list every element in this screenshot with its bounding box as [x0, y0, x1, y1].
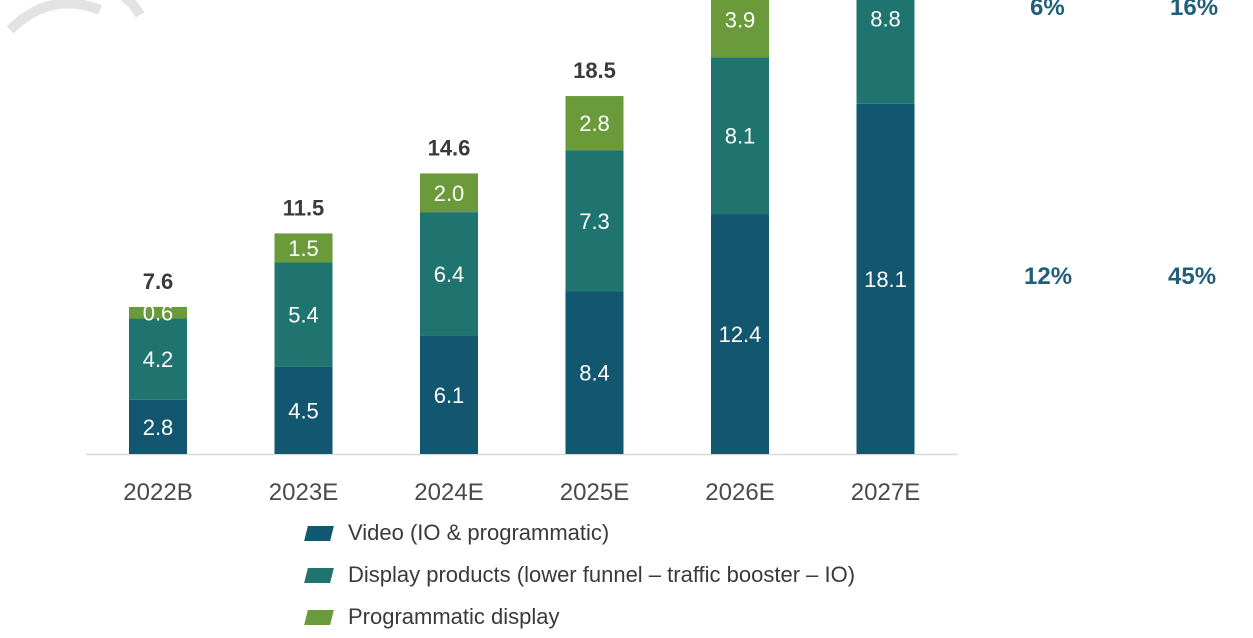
cagr-bottom-2: 45% [1168, 263, 1217, 290]
bar-segment-2022B-2 [129, 306, 187, 319]
stacked-bar-chart: 2.8 4.2 0.6 7.6 2022B 4.5 5.4 1.5 11.5 2023E 6.1 6.… [86, 0, 958, 506]
legend-item-display: Display products (lower funnel – traffic… [300, 554, 855, 596]
segment-label-2025E-2: 2.8 [579, 111, 610, 136]
segment-label-2025E-0: 8.4 [579, 361, 610, 386]
category-label-2026E: 2026E [705, 479, 774, 506]
segment-label-2022B-0: 2.8 [143, 415, 174, 440]
bar-segment-2023E-2 [274, 233, 333, 263]
segment-label-2024E-0: 6.1 [434, 383, 465, 408]
total-label-2025E: 18.5 [573, 58, 616, 83]
legend-label-video: Video (IO & programmatic) [348, 520, 610, 545]
segment-label-2026E-2: 3.9 [725, 8, 756, 33]
chart-legend: Video (IO & programmatic) Display produc… [300, 512, 855, 638]
legend-label-display: Display products (lower funnel – traffic… [348, 562, 856, 587]
bar-segment-2027E-0 [856, 103, 915, 454]
segment-label-2024E-2: 2.0 [434, 181, 465, 206]
segment-label-2024E-1: 6.4 [434, 262, 465, 287]
segment-label-2026E-0: 12.4 [719, 322, 762, 347]
segment-label-2022B-2: 0.6 [143, 301, 174, 326]
cagr-bottom-1: 12% [1024, 263, 1073, 290]
watermark-logo [6, 0, 145, 34]
legend-swatch-display [304, 567, 334, 583]
bar-segment-2022B-1 [129, 318, 187, 400]
bar-segment-2027E-1 [856, 0, 915, 104]
segment-label-2022B-1: 4.2 [143, 347, 174, 372]
bar-segment-2026E-0 [711, 214, 769, 454]
bar-segment-2024E-0 [420, 335, 478, 454]
bar-segment-2024E-1 [420, 212, 478, 336]
segment-label-2023E-0: 4.5 [288, 398, 319, 423]
bar-segment-2025E-2 [565, 96, 624, 151]
segment-label-2027E-0: 18.1 [864, 267, 907, 292]
category-label-2027E: 2027E [851, 479, 920, 506]
legend-item-programmatic: Programmatic display [300, 596, 855, 638]
category-label-2025E: 2025E [560, 479, 629, 506]
segment-label-2025E-1: 7.3 [579, 209, 610, 234]
category-label-2024E: 2024E [414, 479, 483, 506]
bar-segment-2025E-1 [565, 150, 624, 292]
cagr-top-2: 16% [1170, 0, 1219, 21]
legend-label-programmatic: Programmatic display [348, 604, 560, 629]
bar-segment-2023E-0 [274, 366, 333, 454]
total-label-2023E: 11.5 [283, 195, 325, 220]
legend-item-video: Video (IO & programmatic) [300, 512, 855, 554]
segment-label-2023E-2: 1.5 [288, 236, 319, 261]
total-label-2024E: 14.6 [428, 135, 471, 160]
category-label-2023E: 2023E [269, 479, 338, 506]
cagr-top-1: 6% [1030, 0, 1065, 21]
bar-segment-2026E-1 [711, 57, 769, 215]
total-label-2022B: 7.6 [143, 269, 174, 294]
bar-segment-2023E-1 [274, 262, 333, 367]
segment-label-2023E-1: 5.4 [288, 303, 319, 328]
bar-segment-2025E-0 [565, 291, 624, 454]
category-label-2022B: 2022B [123, 479, 192, 506]
bar-segment-2024E-2 [420, 173, 478, 213]
legend-swatch-programmatic [304, 609, 334, 625]
segment-label-2027E-1: 8.8 [870, 7, 901, 32]
bar-segment-2022B-0 [129, 399, 187, 454]
bar-segment-2026E-2 [711, 0, 769, 58]
segment-label-2026E-1: 8.1 [725, 124, 756, 149]
legend-swatch-video [304, 525, 334, 541]
